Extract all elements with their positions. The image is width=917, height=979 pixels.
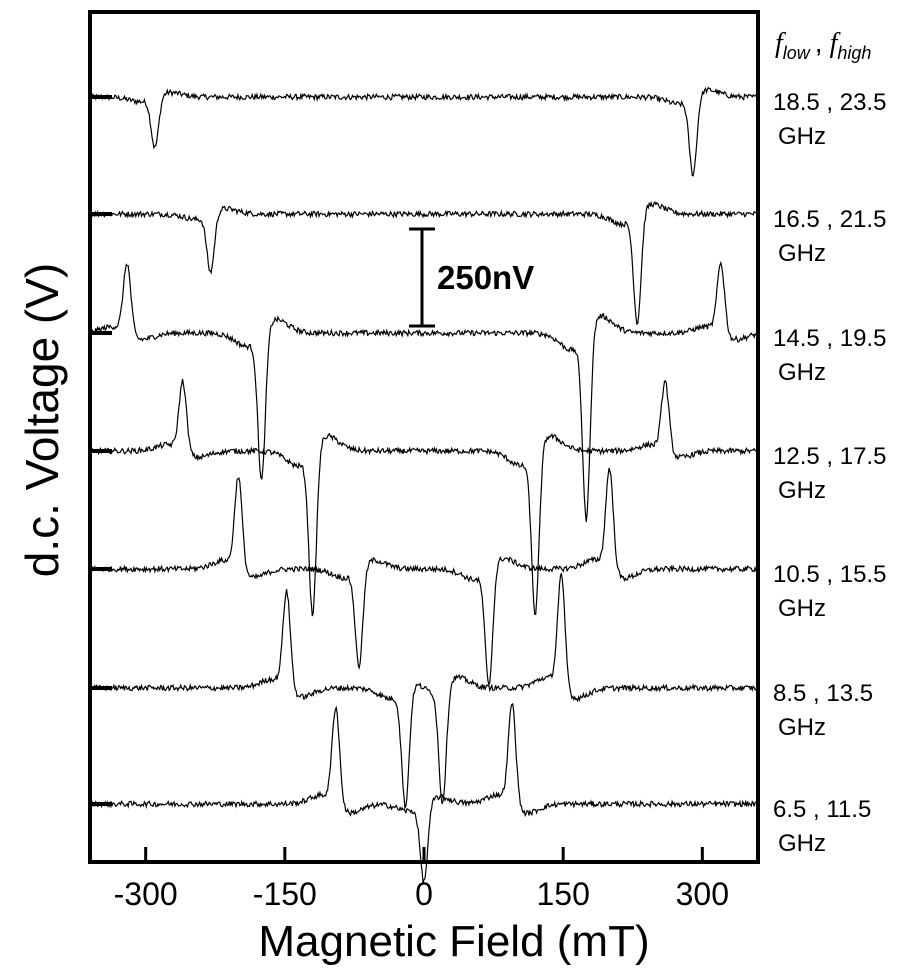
x-tick-label: 300 bbox=[676, 876, 729, 912]
x-axis-title: Magnetic Field (mT) bbox=[258, 917, 649, 966]
scale-bar: 250nV bbox=[409, 227, 534, 328]
series-label-unit: GHz bbox=[778, 714, 826, 741]
series-label-frequencies: 14.5 , 19.5 bbox=[773, 325, 886, 352]
trace-line bbox=[89, 200, 759, 326]
scale-bar-label: 250nV bbox=[437, 259, 534, 296]
legend-header-high-subscript: high bbox=[837, 43, 871, 63]
series-label-unit: GHz bbox=[778, 830, 826, 857]
x-ticks-group: -300 -150 0 150 300 bbox=[114, 847, 729, 912]
series-label-unit: GHz bbox=[778, 359, 826, 386]
legend-header-low-subscript: low bbox=[783, 43, 811, 63]
series-label-frequencies: 8.5 , 13.5 bbox=[773, 680, 873, 707]
trace-line bbox=[89, 86, 759, 177]
trace-line bbox=[89, 573, 759, 810]
x-tick-label: 150 bbox=[536, 876, 589, 912]
series-label-unit: GHz bbox=[778, 240, 826, 267]
trace-line bbox=[89, 467, 759, 687]
legend-header: flow, fhigh bbox=[775, 27, 871, 63]
offset-ticks-group bbox=[90, 95, 112, 806]
series-label-unit: GHz bbox=[778, 595, 826, 622]
series-label-frequencies: 6.5 , 11.5 bbox=[773, 796, 871, 823]
series-labels-group: 18.5 , 23.5 GHz 16.5 , 21.5 GHz 14.5 , 19.5 G… bbox=[773, 89, 886, 857]
series-label-frequencies: 12.5 , 17.5 bbox=[773, 443, 886, 470]
series-label-frequencies: 16.5 , 21.5 bbox=[773, 206, 886, 233]
series-label-frequencies: 10.5 , 15.5 bbox=[773, 561, 886, 588]
legend-header-f-low: f bbox=[775, 28, 786, 59]
trace-line bbox=[89, 260, 759, 522]
series-label-unit: GHz bbox=[778, 123, 826, 150]
y-axis-title: d.c. Voltage (V) bbox=[16, 263, 68, 578]
trace-line bbox=[89, 378, 759, 617]
x-tick-label: -150 bbox=[253, 876, 317, 912]
trace-line bbox=[89, 702, 759, 883]
series-label-unit: GHz bbox=[778, 477, 826, 504]
legend-header-f-high: f bbox=[830, 28, 841, 59]
series-label-frequencies: 18.5 , 23.5 bbox=[773, 89, 886, 116]
legend-header-separator: , bbox=[815, 27, 823, 58]
x-tick-label: -300 bbox=[114, 876, 178, 912]
traces-group bbox=[89, 86, 759, 883]
x-tick-label: 0 bbox=[415, 876, 433, 912]
